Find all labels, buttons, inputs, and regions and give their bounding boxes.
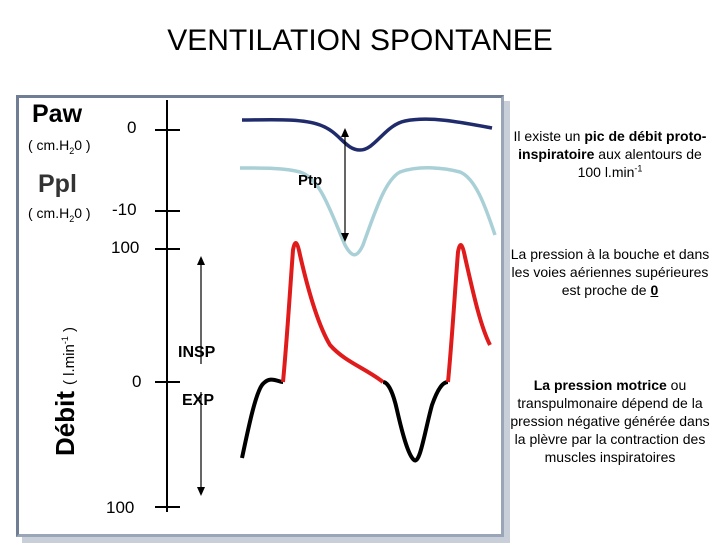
exp-flow-curve-1 — [240, 377, 284, 459]
exp-label: EXP — [182, 392, 215, 409]
paw-curve — [241, 117, 493, 152]
note-mouth-pressure: La pression à la bouche et dans les voie… — [510, 246, 710, 298]
insp-flow-curve-1 — [281, 241, 385, 384]
ppl-curve — [239, 166, 497, 257]
tick-label-100-bottom: 100 — [106, 498, 135, 517]
exp-arrow-head — [197, 487, 205, 496]
ppl-unit: ( cm.H20 ) — [28, 205, 91, 224]
exp-flow-curve-2 — [382, 380, 449, 463]
tick-label-0: 0 — [127, 118, 137, 137]
insp-arrow-head — [197, 256, 205, 265]
insp-flow-curve-2 — [446, 243, 492, 383]
insp-label: INSP — [178, 344, 216, 361]
paw-label: Paw — [32, 100, 83, 128]
tick-label-100-top: 100 — [111, 238, 140, 257]
ptp-label: Ptp — [298, 172, 323, 189]
note-driving-pressure: La pression motrice ou transpulmonaire d… — [510, 377, 710, 465]
ptp-arrow-head-down — [341, 233, 349, 242]
paw-unit: ( cm.H20 ) — [28, 137, 91, 156]
note-peak-flow: Il existe un pic de débit proto-inspirat… — [513, 128, 707, 180]
tick-label-minus-10: -10 — [112, 200, 137, 219]
page-title: VENTILATION SPONTANEE — [167, 24, 553, 57]
ptp-arrow-head-up — [341, 128, 349, 137]
ppl-label: Ppl — [38, 170, 77, 198]
tick-label-0-flow: 0 — [132, 372, 142, 391]
